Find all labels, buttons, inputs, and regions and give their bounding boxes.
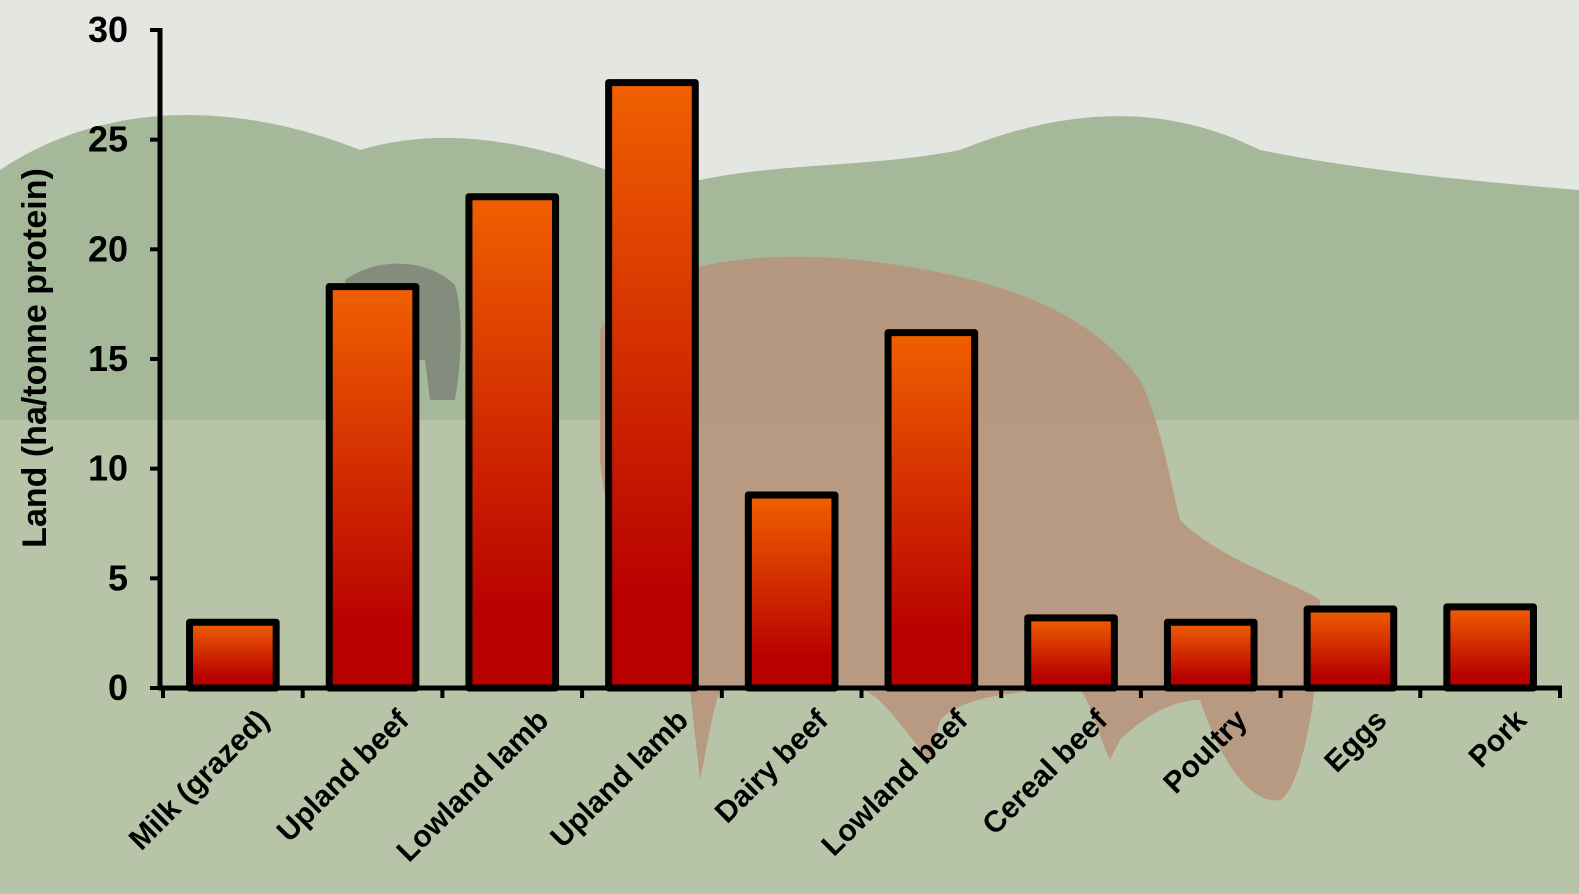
y-tick-label: 5 — [108, 557, 128, 598]
bar-cereal-beef — [1024, 614, 1118, 692]
bar-dairy-beef — [744, 491, 839, 692]
y-axis-title: Land (ha/tonne protein) — [16, 168, 54, 548]
bar-milk-grazed — [186, 618, 280, 692]
y-tick-label: 25 — [88, 119, 128, 160]
bar-eggs — [1303, 605, 1398, 692]
bar-upland-beef — [325, 283, 420, 692]
bar-upland-lamb — [605, 79, 699, 692]
y-tick-label: 10 — [88, 448, 128, 489]
bar-poultry — [1163, 618, 1258, 692]
y-tick-label: 15 — [88, 338, 128, 379]
bar-lowland-beef — [884, 329, 979, 692]
y-tick-label: 20 — [88, 228, 128, 269]
bars-group — [186, 79, 1537, 692]
bar-lowland-lamb — [465, 193, 560, 692]
bar-pork — [1443, 603, 1537, 692]
y-tick-label: 0 — [108, 667, 128, 708]
y-tick-label: 30 — [88, 9, 128, 50]
y-ticks-group: 0 5 10 15 20 25 30 — [88, 9, 162, 708]
